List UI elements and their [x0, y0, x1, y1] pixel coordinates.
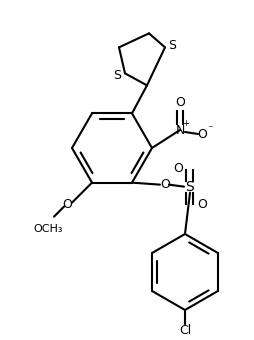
Text: OCH₃: OCH₃ [33, 224, 62, 234]
Text: Cl: Cl [178, 323, 190, 337]
Text: S: S [185, 180, 194, 194]
Text: O: O [196, 198, 206, 211]
Text: S: S [113, 69, 121, 82]
Text: O: O [160, 178, 169, 191]
Text: O: O [62, 198, 72, 211]
Text: O: O [174, 96, 184, 108]
Text: N: N [175, 123, 184, 136]
Text: O: O [172, 162, 182, 175]
Text: O: O [196, 128, 206, 140]
Text: ⁻: ⁻ [206, 124, 212, 134]
Text: +: + [182, 119, 189, 129]
Text: S: S [167, 39, 175, 52]
